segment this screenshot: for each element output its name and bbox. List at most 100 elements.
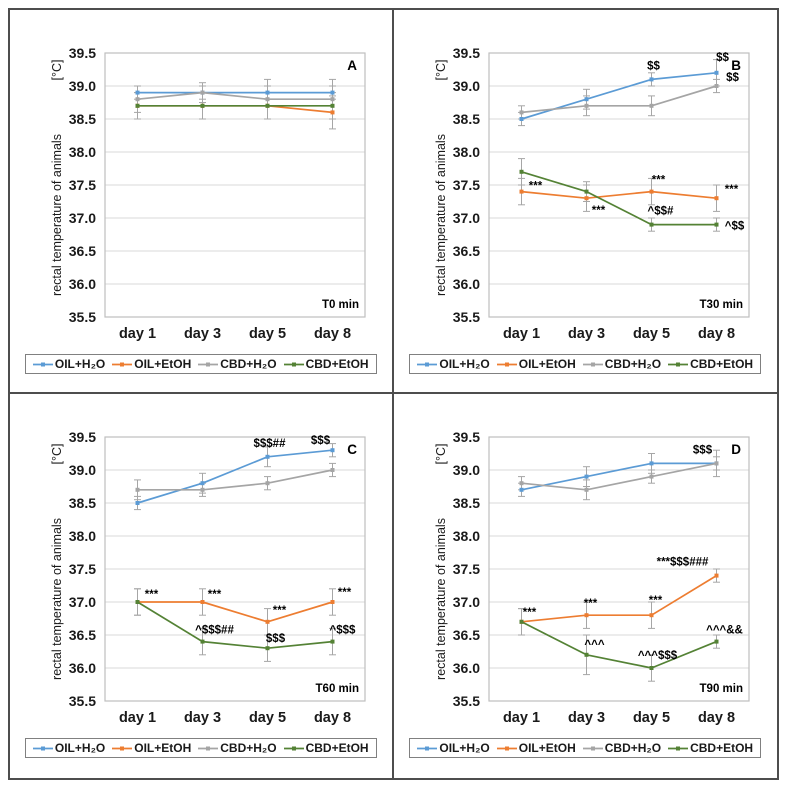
data-point-marker xyxy=(519,110,524,115)
data-point-marker xyxy=(714,573,719,578)
y-axis-label: rectal temperature of animals xyxy=(434,134,448,296)
legend-label: CBD+EtOH xyxy=(305,357,369,371)
data-point-marker xyxy=(649,474,654,479)
significance-annotation: $$ xyxy=(647,60,660,72)
x-tick-label: day 8 xyxy=(314,710,351,726)
plot-border xyxy=(488,52,750,318)
legend-item: OIL+H₂O xyxy=(417,357,490,371)
legend-swatch xyxy=(496,746,517,750)
significance-annotation: $$$## xyxy=(253,438,286,450)
y-tick-label: 39.5 xyxy=(69,45,96,61)
y-tick-label: 39.0 xyxy=(69,462,96,478)
x-tick-label: day 3 xyxy=(184,326,221,342)
legend-item: OIL+EtOH xyxy=(112,741,191,755)
panel-d: 39.5 39.0 38.5 38.0 37.5 37.0 36.5 36.0 35.5 rect… xyxy=(393,394,777,778)
x-tick-label: day 8 xyxy=(314,326,351,342)
data-point-marker xyxy=(265,619,270,624)
time-label: T0 min xyxy=(322,299,359,311)
legend-swatch xyxy=(283,746,304,750)
legend-swatch xyxy=(417,362,438,366)
significance-annotation: $$ xyxy=(726,72,739,84)
legend-label: CBD+H₂O xyxy=(220,357,277,371)
y-tick-label: 37.5 xyxy=(453,561,480,577)
significance-annotation: *** xyxy=(273,605,287,617)
x-tick-label: day 1 xyxy=(119,710,156,726)
legend-item: CBD+H₂O xyxy=(582,357,662,371)
legend-item: CBD+EtOH xyxy=(283,357,369,371)
data-point-marker xyxy=(135,90,140,95)
legend-item: OIL+H₂O xyxy=(417,741,490,755)
significance-annotation: *** xyxy=(145,589,159,601)
significance-annotation: ^^^ xyxy=(585,639,605,651)
legend-label: OIL+EtOH xyxy=(134,741,192,755)
significance-annotation: $$$ xyxy=(311,435,331,447)
chart-a: 39.5 39.0 38.5 38.0 37.5 37.0 36.5 36.0 35.5 rect… xyxy=(50,45,366,342)
data-point-marker xyxy=(584,103,589,108)
panel-a: 39.5 39.0 38.5 38.0 37.5 37.0 36.5 36.0 35.5 rect… xyxy=(10,10,394,394)
data-point-marker xyxy=(519,487,524,492)
data-point-marker xyxy=(135,97,140,102)
legend-item: CBD+EtOH xyxy=(668,741,753,755)
time-label: T90 min xyxy=(700,683,743,695)
legend-swatch xyxy=(32,362,53,366)
data-point-marker xyxy=(714,222,719,227)
panel-c: 39.5 39.0 38.5 38.0 37.5 37.0 36.5 36.0 35.5 rect… xyxy=(10,394,394,778)
data-point-marker xyxy=(200,481,205,486)
y-tick-label: 37.0 xyxy=(453,594,480,610)
data-point-marker xyxy=(584,474,589,479)
legend-c: OIL+H₂O OIL+EtOH CBD+H₂O CBD+EtOH xyxy=(24,738,377,758)
y-tick-label: 37.0 xyxy=(69,210,96,226)
data-point-marker xyxy=(649,461,654,466)
y-tick-label: 39.0 xyxy=(69,78,96,94)
x-tick-label: day 5 xyxy=(633,326,670,342)
series-line xyxy=(137,449,333,504)
data-point-marker xyxy=(519,189,524,194)
x-tick-label: day 3 xyxy=(568,710,605,726)
legend-item: CBD+H₂O xyxy=(582,741,661,755)
legend-item: CBD+H₂O xyxy=(198,357,277,371)
y-tick-label: 36.0 xyxy=(453,276,480,292)
data-point-marker xyxy=(265,646,270,651)
y-tick-label: 38.0 xyxy=(453,528,480,544)
data-point-marker xyxy=(200,90,205,95)
series-line xyxy=(521,85,717,114)
data-point-marker xyxy=(584,487,589,492)
data-point-marker xyxy=(330,600,335,604)
data-point-marker xyxy=(135,103,140,108)
plot-border xyxy=(104,52,366,318)
x-tick-label: day 1 xyxy=(503,710,540,726)
y-tick-label: 38.5 xyxy=(69,495,96,511)
data-point-marker xyxy=(265,454,270,459)
y-tick-label: 37.0 xyxy=(69,594,96,610)
y-axis-unit: [°C] xyxy=(50,444,64,465)
chart-b: 39.5 39.0 38.5 38.0 37.5 37.0 36.5 36.0 35.5 rect… xyxy=(434,45,750,342)
y-tick-label: 36.0 xyxy=(69,276,96,292)
legend-label: OIL+H₂O xyxy=(54,357,106,371)
y-axis-unit: [°C] xyxy=(434,60,448,81)
data-point-marker xyxy=(330,448,335,453)
y-tick-label: 39.0 xyxy=(453,78,480,94)
y-tick-label: 36.5 xyxy=(453,627,480,643)
significance-annotation: *** xyxy=(725,184,739,196)
significance-annotation: $$ xyxy=(716,52,729,64)
data-point-marker xyxy=(714,84,719,88)
x-tick-label: day 5 xyxy=(249,710,286,726)
plot-border xyxy=(488,436,750,702)
legend-label: CBD+H₂O xyxy=(604,357,662,371)
legend-swatch xyxy=(112,362,133,366)
y-tick-label: 38.0 xyxy=(69,144,96,160)
legend-label: CBD+EtOH xyxy=(690,357,754,371)
legend-item: OIL+EtOH xyxy=(496,357,576,371)
series-line xyxy=(521,574,718,623)
data-point-marker xyxy=(519,117,524,121)
y-tick-label: 35.5 xyxy=(453,309,480,325)
series-line xyxy=(521,190,717,200)
chart-c: 39.5 39.0 38.5 38.0 37.5 37.0 36.5 36.0 35.5 rect… xyxy=(50,429,366,726)
legend-b: OIL+H₂O OIL+EtOH CBD+H₂O CBD+EtOH xyxy=(409,354,762,374)
panel-b: 39.5 39.0 38.5 38.0 37.5 37.0 36.5 36.0 35.5 rect… xyxy=(393,10,777,394)
significance-annotation: *** xyxy=(529,181,543,193)
data-point-marker xyxy=(649,613,654,618)
legend-swatch xyxy=(582,362,603,366)
panel-letter: B xyxy=(732,58,742,73)
series-line xyxy=(137,91,333,101)
